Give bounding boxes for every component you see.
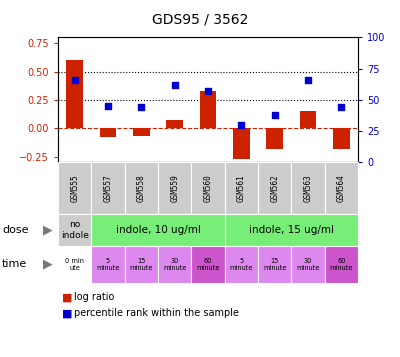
Point — [72, 77, 78, 83]
Bar — [333, 129, 350, 149]
Text: indole, 10 ug/ml: indole, 10 ug/ml — [116, 225, 200, 235]
Bar — [100, 129, 116, 137]
Point — [205, 89, 211, 94]
Point — [338, 105, 344, 110]
Bar — [200, 91, 216, 129]
Text: indole, 15 ug/ml: indole, 15 ug/ml — [249, 225, 334, 235]
Text: ■: ■ — [62, 292, 72, 302]
Bar — [66, 60, 83, 129]
Text: log ratio: log ratio — [74, 292, 114, 302]
Text: GDS95 / 3562: GDS95 / 3562 — [152, 12, 248, 26]
Text: GSM559: GSM559 — [170, 175, 179, 202]
Point — [105, 104, 111, 109]
Text: GSM560: GSM560 — [204, 175, 212, 202]
Text: GSM558: GSM558 — [137, 175, 146, 202]
Text: 15
minute: 15 minute — [263, 258, 286, 271]
Bar — [166, 120, 183, 129]
Text: 30
minute: 30 minute — [163, 258, 186, 271]
Text: GSM561: GSM561 — [237, 175, 246, 202]
Text: time: time — [2, 259, 27, 270]
Point — [272, 112, 278, 118]
Point — [172, 82, 178, 88]
Text: 0 min
ute: 0 min ute — [65, 258, 84, 271]
Point — [138, 105, 144, 110]
Text: GSM555: GSM555 — [70, 175, 79, 202]
Text: GSM564: GSM564 — [337, 175, 346, 202]
Text: GSM563: GSM563 — [304, 175, 312, 202]
Text: percentile rank within the sample: percentile rank within the sample — [74, 308, 239, 318]
Text: ▶: ▶ — [43, 223, 53, 236]
Point — [238, 122, 244, 128]
Text: ■: ■ — [62, 308, 72, 318]
Text: 5
minute: 5 minute — [96, 258, 120, 271]
Point — [305, 77, 311, 83]
Text: 60
minute: 60 minute — [196, 258, 220, 271]
Text: GSM557: GSM557 — [104, 175, 112, 202]
Text: ▶: ▶ — [43, 258, 53, 271]
Text: 30
minute: 30 minute — [296, 258, 320, 271]
Bar — [300, 111, 316, 129]
Text: 60
minute: 60 minute — [330, 258, 353, 271]
Text: dose: dose — [2, 225, 28, 235]
Text: 15
minute: 15 minute — [130, 258, 153, 271]
Bar — [266, 129, 283, 149]
Text: no
indole: no indole — [61, 220, 89, 240]
Bar — [233, 129, 250, 159]
Bar — [133, 129, 150, 136]
Text: GSM562: GSM562 — [270, 175, 279, 202]
Text: 5
minute: 5 minute — [230, 258, 253, 271]
